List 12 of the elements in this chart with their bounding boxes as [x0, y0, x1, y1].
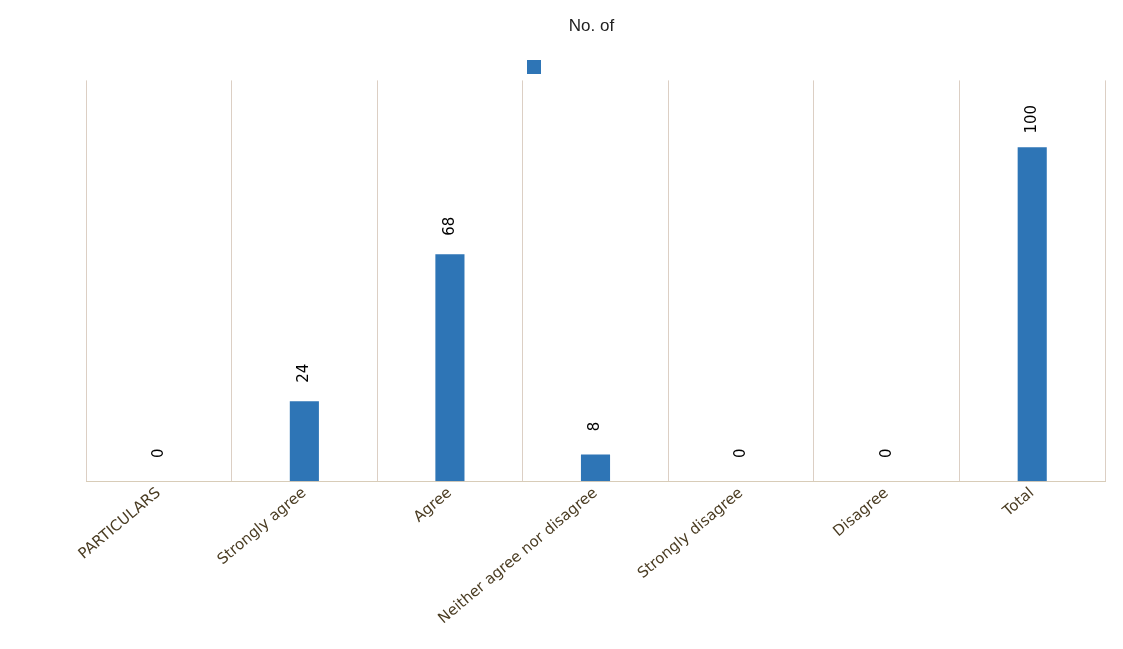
data-label: 100 — [1022, 104, 1041, 134]
bar — [580, 454, 611, 482]
data-label: 8 — [585, 421, 604, 432]
bar — [435, 254, 465, 482]
data-label: 0 — [876, 448, 895, 459]
bar — [289, 401, 319, 482]
bar — [1017, 147, 1047, 482]
data-label: 0 — [730, 448, 749, 459]
data-label: 0 — [148, 448, 167, 459]
data-label: 24 — [294, 363, 313, 383]
data-label: 68 — [439, 216, 458, 236]
chart-title: No. of — [568, 15, 615, 35]
